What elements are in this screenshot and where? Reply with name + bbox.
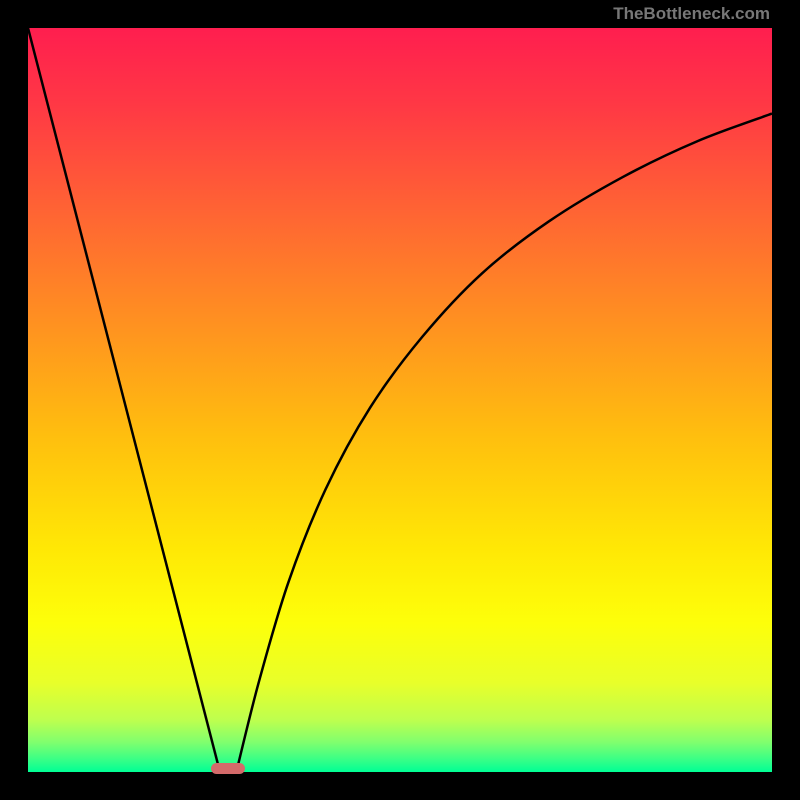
plot-area <box>28 28 772 772</box>
chart-container: TheBottleneck.com <box>0 0 800 800</box>
attribution-text: TheBottleneck.com <box>613 4 770 24</box>
curve-left-branch <box>28 28 220 772</box>
border-left <box>0 0 28 800</box>
curve-right-branch <box>236 114 772 772</box>
border-right <box>772 0 800 800</box>
bottleneck-curve <box>28 28 772 772</box>
optimum-marker <box>211 763 244 774</box>
border-bottom <box>0 772 800 800</box>
